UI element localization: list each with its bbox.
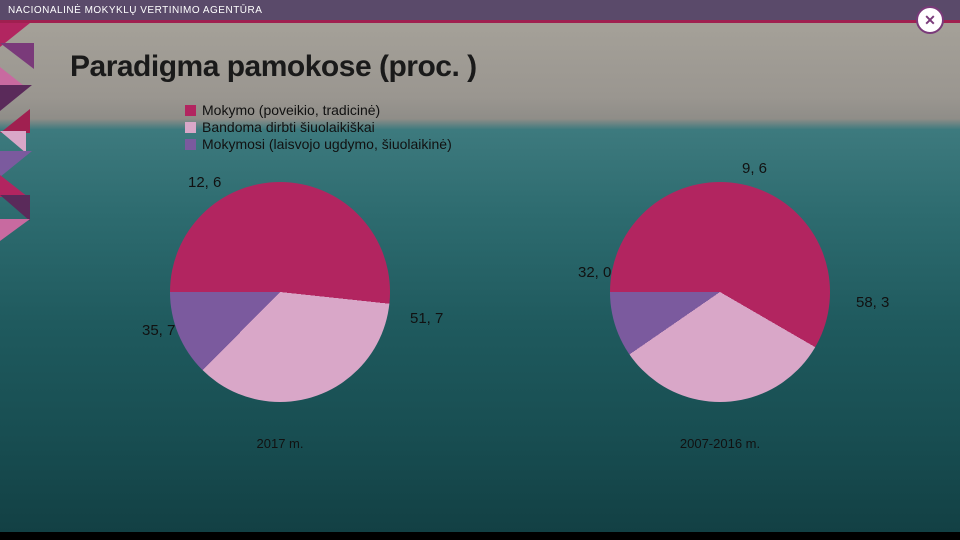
legend-label: Mokymosi (laisvojo ugdymo, šiuolaikinė) bbox=[202, 136, 452, 152]
triangle-decoration bbox=[0, 151, 32, 177]
pie-data-label: 35, 7 bbox=[140, 322, 177, 339]
legend-label: Mokymo (poveikio, tradicinė) bbox=[202, 102, 380, 118]
header-bar: NACIONALINĖ MOKYKLŲ VERTINIMO AGENTŪRA bbox=[0, 0, 960, 20]
chart-caption: 2017 m. bbox=[110, 436, 450, 451]
legend: Mokymo (poveikio, tradicinė)Bandoma dirb… bbox=[185, 102, 930, 152]
triangle-decoration bbox=[0, 85, 32, 111]
pie-disc bbox=[610, 182, 830, 402]
pie-data-label: 51, 7 bbox=[408, 310, 445, 327]
legend-label: Bandoma dirbti šiuolaikiškai bbox=[202, 119, 375, 135]
legend-item: Mokymo (poveikio, tradicinė) bbox=[185, 102, 930, 118]
pie-data-label: 9, 6 bbox=[740, 160, 769, 177]
header-org: NACIONALINĖ MOKYKLŲ VERTINIMO AGENTŪRA bbox=[8, 5, 262, 16]
charts-row: 51, 735, 712, 6 2017 m. 58, 332, 09, 6 2007… bbox=[70, 182, 930, 451]
legend-swatch bbox=[185, 139, 196, 150]
pie-chart: 58, 332, 09, 6 2007-2016 m. bbox=[550, 182, 890, 451]
pie-wrap: 58, 332, 09, 6 bbox=[610, 182, 830, 402]
triangle-decoration bbox=[0, 175, 28, 197]
legend-swatch bbox=[185, 122, 196, 133]
pie-disc bbox=[170, 182, 390, 402]
triangle-decoration bbox=[0, 43, 34, 69]
triangle-decoration bbox=[0, 195, 30, 221]
triangle-decoration bbox=[0, 219, 30, 241]
header-separator bbox=[0, 20, 960, 23]
pie-data-label: 32, 0 bbox=[576, 264, 613, 281]
triangle-decoration bbox=[0, 109, 30, 133]
chart-caption: 2007-2016 m. bbox=[550, 436, 890, 451]
pie-wrap: 51, 735, 712, 6 bbox=[170, 182, 390, 402]
pie-data-label: 12, 6 bbox=[186, 174, 223, 191]
logo-icon: ✕ bbox=[916, 6, 944, 34]
slide: NACIONALINĖ MOKYKLŲ VERTINIMO AGENTŪRA ✕… bbox=[0, 0, 960, 540]
footer-bar bbox=[0, 532, 960, 540]
pie-data-label: 58, 3 bbox=[854, 294, 891, 311]
triangle-strip bbox=[0, 23, 60, 540]
legend-swatch bbox=[185, 105, 196, 116]
content: Paradigma pamokose (proc. ) Mokymo (pove… bbox=[70, 50, 930, 520]
logo-glyph: ✕ bbox=[924, 12, 936, 29]
page-title: Paradigma pamokose (proc. ) bbox=[70, 50, 930, 84]
triangle-decoration bbox=[0, 131, 26, 153]
legend-item: Bandoma dirbti šiuolaikiškai bbox=[185, 119, 930, 135]
legend-item: Mokymosi (laisvojo ugdymo, šiuolaikinė) bbox=[185, 136, 930, 152]
pie-chart: 51, 735, 712, 6 2017 m. bbox=[110, 182, 450, 451]
